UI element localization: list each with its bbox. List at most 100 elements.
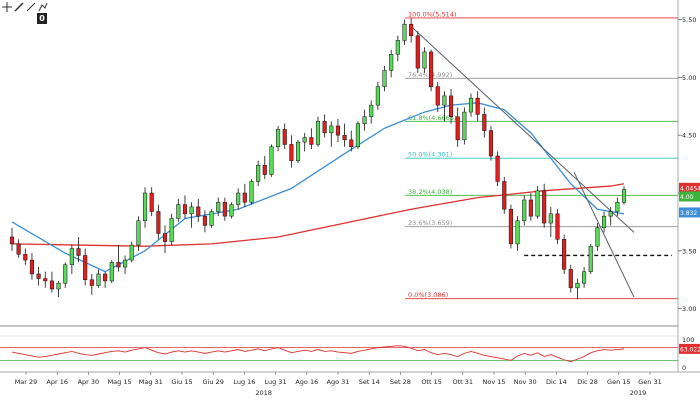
candle-body bbox=[276, 129, 281, 148]
fib-level-label: 100.0%(5.514) bbox=[408, 10, 456, 18]
current-price-box bbox=[679, 207, 700, 218]
candle-body bbox=[123, 259, 128, 268]
candle-body bbox=[136, 220, 141, 246]
time-tick-label: Dic 28 bbox=[577, 378, 598, 386]
time-tick-label: Ago 31 bbox=[327, 378, 350, 386]
candle-body bbox=[542, 190, 547, 224]
price-tick-label: 5.50 bbox=[682, 16, 696, 24]
trendline bbox=[409, 24, 635, 233]
chart-toolbar: 0 bbox=[0, 0, 52, 26]
fib-level-label: 61.8%(4.6665) bbox=[408, 114, 456, 122]
line-tool-icon[interactable] bbox=[26, 2, 36, 12]
candle-body bbox=[468, 97, 474, 113]
time-tick-label: Set 28 bbox=[390, 378, 411, 386]
current-price-box bbox=[679, 191, 700, 202]
time-tick-label: Nov 30 bbox=[514, 378, 537, 386]
time-tick-label: Giu 15 bbox=[171, 378, 192, 386]
candle-body bbox=[548, 213, 553, 224]
candle-body bbox=[289, 144, 294, 161]
candle-body bbox=[249, 181, 254, 203]
candle-body bbox=[142, 192, 148, 222]
candle-body bbox=[156, 211, 161, 234]
candle-body bbox=[256, 165, 261, 182]
candle-body bbox=[395, 40, 400, 55]
candle-body bbox=[29, 259, 35, 275]
oscillator-value-box bbox=[679, 343, 700, 354]
crosshair-icon[interactable] bbox=[2, 2, 12, 12]
candle-body bbox=[608, 211, 613, 217]
candle-body bbox=[595, 227, 600, 247]
fib-level-label: 38.2%(4.038) bbox=[408, 188, 452, 196]
time-tick-label: Lug 16 bbox=[233, 378, 255, 386]
candle-body bbox=[269, 146, 274, 175]
candle-body bbox=[216, 202, 221, 212]
candle-body bbox=[402, 23, 407, 41]
zero-badge: 0 bbox=[37, 13, 47, 24]
candle-body bbox=[295, 141, 301, 161]
fib-level-label: 23.6%(3.659) bbox=[408, 219, 452, 227]
candle-body bbox=[329, 125, 334, 134]
time-tick-label: Nov 15 bbox=[482, 378, 505, 386]
candle-body bbox=[109, 262, 114, 282]
candle-body bbox=[429, 51, 434, 87]
candle-body bbox=[242, 192, 247, 203]
candle-body bbox=[89, 279, 94, 286]
candle-body bbox=[202, 215, 207, 226]
candle-body bbox=[389, 54, 394, 71]
candle-body bbox=[229, 204, 234, 217]
current-price-label: 4.00 bbox=[680, 194, 694, 201]
current-price-label: 3.832 bbox=[680, 210, 697, 217]
candle-body bbox=[196, 206, 201, 217]
candle-body bbox=[369, 104, 374, 117]
oscillator-tick-label: 0 bbox=[682, 364, 686, 372]
candle-body bbox=[176, 204, 181, 219]
drawing-tool-icon[interactable] bbox=[38, 2, 48, 12]
candle-body bbox=[349, 139, 354, 148]
candle-body bbox=[355, 123, 360, 148]
candle-body bbox=[615, 202, 620, 212]
candle-body bbox=[575, 282, 580, 289]
candle-body bbox=[23, 254, 28, 261]
candle-body bbox=[508, 208, 513, 245]
candle-body bbox=[282, 129, 287, 145]
candle-body bbox=[149, 192, 154, 212]
candle-body bbox=[568, 269, 573, 289]
candle-body bbox=[36, 273, 41, 279]
candle-body bbox=[129, 244, 134, 261]
candle-body bbox=[582, 271, 587, 284]
candle-body bbox=[262, 165, 267, 175]
candle-body bbox=[515, 220, 520, 245]
candle-body bbox=[309, 137, 314, 145]
candle-body bbox=[415, 35, 420, 69]
candle-body bbox=[162, 233, 168, 242]
candle-body bbox=[462, 111, 467, 141]
oscillator-tick-label: 100 bbox=[682, 336, 694, 344]
candle-body bbox=[96, 273, 101, 286]
price-tick-label: 3.50 bbox=[682, 247, 696, 255]
moving-average-line bbox=[11, 183, 625, 247]
time-tick-label: Gen 15 bbox=[607, 378, 631, 386]
time-tick-label: Ago 16 bbox=[295, 378, 318, 386]
price-tick-label: 5.00 bbox=[682, 74, 696, 82]
candle-body bbox=[103, 273, 108, 282]
oscillator-line bbox=[11, 345, 625, 363]
year-label: 2018 bbox=[255, 389, 272, 397]
candle-body bbox=[535, 190, 540, 217]
candle-body bbox=[442, 95, 447, 106]
year-label: 2019 bbox=[630, 389, 647, 397]
candle-body bbox=[236, 192, 241, 205]
candle-body bbox=[621, 189, 627, 203]
candle-body bbox=[189, 206, 194, 215]
time-tick-label: Apr 16 bbox=[46, 378, 68, 386]
candle-body bbox=[555, 213, 560, 240]
candle-body bbox=[116, 262, 121, 268]
time-tick-label: Giu 29 bbox=[203, 378, 224, 386]
candle-body bbox=[322, 121, 327, 134]
candle-body bbox=[76, 248, 81, 256]
pencil-icon[interactable] bbox=[14, 2, 24, 12]
time-tick-label: Dic 14 bbox=[546, 378, 567, 386]
candle-body bbox=[315, 121, 321, 145]
candle-body bbox=[382, 70, 387, 87]
candle-body bbox=[422, 51, 427, 69]
